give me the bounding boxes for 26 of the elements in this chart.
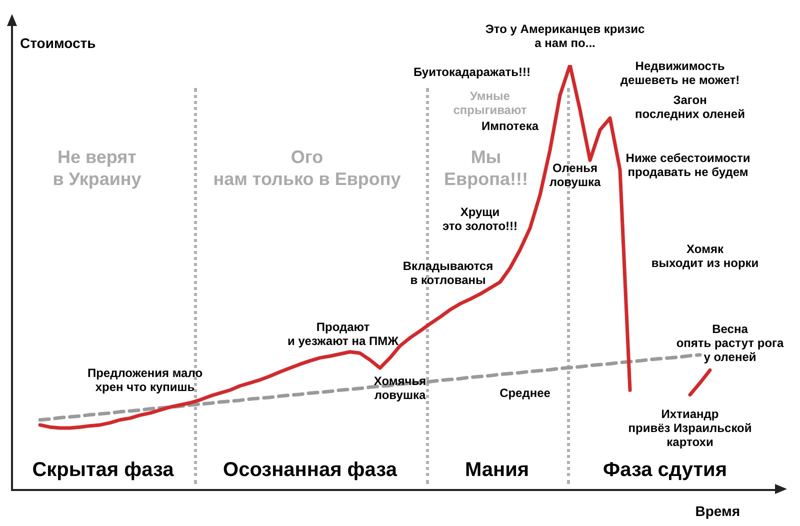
- text: Это у Американцев кризис а нам по...: [485, 22, 645, 50]
- annotation: Фаза сдутия: [603, 459, 727, 481]
- annotation: Предложения мало хрен что купишь: [87, 366, 203, 394]
- annotation: Недвижимость дешеветь не может!: [620, 59, 740, 87]
- annotation: Хомячья ловушка: [374, 374, 426, 402]
- annotation: Импотека: [481, 119, 539, 133]
- x-axis-title: Время: [695, 503, 740, 519]
- annotation: Продают и уезжают на ПМЖ: [288, 320, 399, 348]
- annotation: Ихтиандр привёз Израильской картохи: [628, 407, 752, 449]
- annotation: Вкладываются в котлованы: [402, 259, 494, 287]
- y-axis-title: Стоимость: [20, 35, 96, 51]
- annotation: Не верят в Украину: [52, 147, 142, 189]
- annotation: Буитокадаражать!!!: [413, 65, 531, 79]
- annotation: Мы Европа!!!: [444, 147, 528, 189]
- annotation: Хомяк выходит из норки: [651, 242, 759, 270]
- series-label: Среднее: [500, 386, 551, 400]
- annotation: Осознанная фаза: [223, 459, 398, 481]
- annotation: Мания: [464, 459, 530, 481]
- annotation: Скрытая фаза: [32, 459, 175, 481]
- annotation: Весна опять растут рога у оленей: [676, 322, 784, 364]
- annotation: Загон последних оленей: [635, 93, 745, 121]
- annotation: Умные спрыгивают: [453, 89, 527, 117]
- annotation: Ого нам только в Европу: [213, 147, 401, 189]
- annotation: Хрущи это золото!!!: [442, 205, 518, 233]
- annotation: Оленья ловушка: [549, 161, 601, 189]
- annotation: Ниже себестоимости продавать не будем: [626, 151, 750, 179]
